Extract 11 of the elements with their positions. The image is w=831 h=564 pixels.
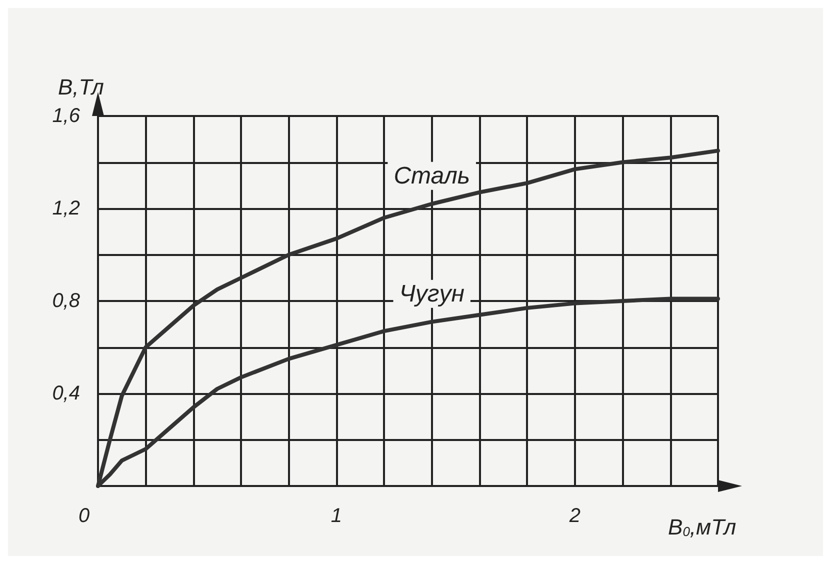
x-axis-title: B0,мТл	[668, 514, 736, 540]
y-tick-label: 1,6	[52, 105, 81, 127]
series-label: Сталь	[394, 162, 470, 190]
x-tick-label: 1	[330, 505, 342, 527]
y-tick-label: 1,2	[52, 198, 80, 220]
x-tick-label: 0	[78, 505, 90, 527]
y-tick-label: 0,8	[52, 290, 80, 312]
series-label: Чугун	[399, 280, 464, 308]
y-tick-label: 0,4	[52, 382, 80, 404]
x-tick-label: 2	[568, 505, 580, 527]
y-axis-title: B,Тл	[58, 74, 104, 100]
